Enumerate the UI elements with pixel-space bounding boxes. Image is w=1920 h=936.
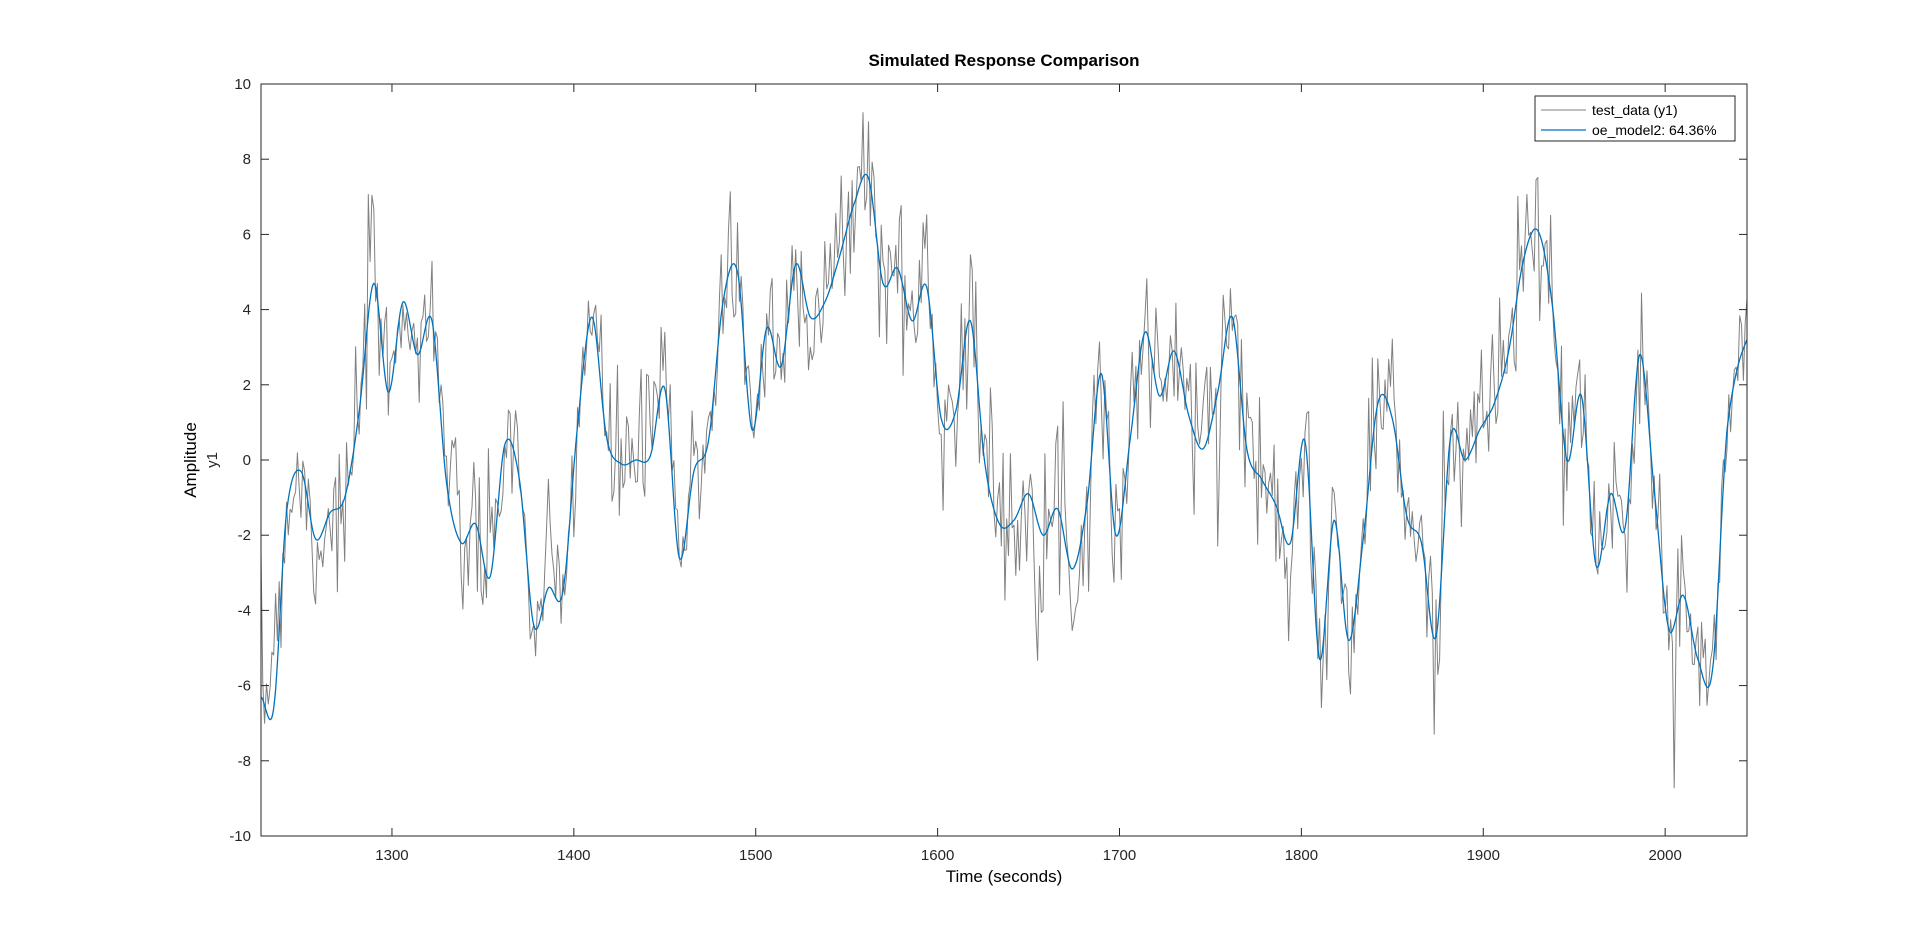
y-axis-sublabel: y1: [204, 452, 221, 468]
legend-label-test-data: test_data (y1): [1592, 102, 1678, 118]
y-tick-label: -10: [229, 828, 251, 845]
x-tick-label: 1900: [1467, 847, 1500, 864]
y-tick-label: 6: [243, 226, 251, 243]
data-layer: [260, 112, 1748, 789]
y-axis-label: Amplitude: [181, 422, 200, 498]
chart-title: Simulated Response Comparison: [868, 51, 1139, 70]
x-tick-label: 1400: [557, 847, 590, 864]
series-line-test-data: [260, 112, 1748, 789]
x-tick-label: 2000: [1648, 847, 1681, 864]
x-tick-label: 1500: [739, 847, 772, 864]
y-tick-label: -2: [238, 527, 251, 544]
x-tick-label: 1800: [1285, 847, 1318, 864]
y-tick-label: 8: [243, 151, 251, 168]
x-tick-label: 1700: [1103, 847, 1136, 864]
x-tick-label: 1300: [375, 847, 408, 864]
legend[interactable]: test_data (y1) oe_model2: 64.36%: [1534, 95, 1736, 142]
y-tick-label: -8: [238, 753, 251, 770]
y-tick-label: -4: [238, 602, 251, 619]
axes-box: [260, 83, 1748, 837]
legend-label-oe-model: oe_model2: 64.36%: [1592, 122, 1717, 138]
y-tick-label: 4: [243, 302, 251, 319]
y-tick-label: -6: [238, 678, 251, 695]
legend-box: [1534, 95, 1736, 142]
ticks-layer: 1300 1400 1500 1600 1700 1800 1900 2000 -10 -8 -6 -…: [229, 76, 1747, 864]
x-tick-label: 1600: [921, 847, 954, 864]
y-tick-label: 10: [234, 76, 251, 93]
x-axis-label: Time (seconds): [946, 867, 1063, 886]
y-tick-label: 0: [243, 452, 251, 469]
y-tick-label: 2: [243, 377, 251, 394]
series-line-oe-model: [260, 173, 1748, 721]
